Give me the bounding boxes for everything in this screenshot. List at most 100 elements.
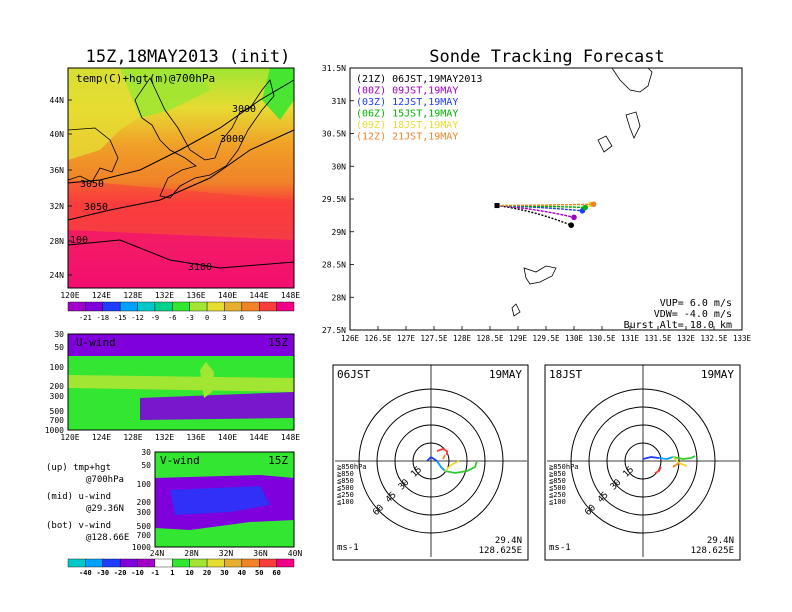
track-legend-entry: (12Z) 21JST,19MAY xyxy=(356,132,458,143)
hodo-trace xyxy=(444,460,460,472)
colorbar-segment xyxy=(224,558,243,568)
v-wind-lat-ticks: 24N 28N 32N 36N 40N xyxy=(150,549,303,558)
launch-point xyxy=(494,203,500,209)
track-lon-tick-label: 132.5E xyxy=(700,334,728,343)
track-panel: 31.5N 31N 30.5N 30N 29.5N 29N 28.5N 28N 27.5N 12… xyxy=(322,64,752,343)
lat-tick-label: 40N xyxy=(288,549,303,558)
colorbar-tick: -12 xyxy=(131,314,144,322)
track-lon-tick-label: 130E xyxy=(565,334,584,343)
lon-tick-label: 128E xyxy=(123,433,142,442)
colorbar-segment xyxy=(172,301,190,312)
colorbar-tick: 1 xyxy=(170,569,174,577)
note-mid-line1: (mid) u-wind xyxy=(46,492,111,502)
colorbar-tick: -30 xyxy=(96,569,109,577)
lon-tick-label: 148E xyxy=(281,433,300,442)
track-lon-tick-label: 126E xyxy=(341,334,360,343)
hodo-trace xyxy=(672,462,680,468)
colorbar-tick: -10 xyxy=(131,569,144,577)
track-endpoint xyxy=(590,201,597,208)
colorbar-tick: -40 xyxy=(79,569,92,577)
island-yakushima xyxy=(597,135,613,153)
track-legend-entry: (00Z) 09JST,19MAY xyxy=(356,86,458,97)
hodo-left-lon: 128.625E xyxy=(479,546,522,556)
contour-3100 xyxy=(67,239,295,269)
lat-tick-label: 28N xyxy=(50,237,65,246)
right-title: Sonde Tracking Forecast xyxy=(429,47,664,67)
colorbar-segment xyxy=(67,301,86,312)
track-lon-tick-label: 127.5E xyxy=(420,334,448,343)
track-legend-entry: (06Z) 15JST,19MAY xyxy=(356,109,458,120)
track-lat-tick-label: 28.5N xyxy=(322,261,346,270)
hodo-left-lat: 29.4N xyxy=(495,536,522,546)
u-wind-time: 15Z xyxy=(268,336,288,349)
temp-cold-region xyxy=(120,68,210,118)
p-tick-label: 30 xyxy=(54,330,64,339)
colorbar-segment xyxy=(241,301,260,312)
left-title: 15Z,18MAY2013 (init) xyxy=(86,47,291,67)
lon-tick-label: 140E xyxy=(218,433,237,442)
hodo-level-label: ≦250 xyxy=(337,491,354,499)
colorbar-segment xyxy=(189,301,208,312)
hodo-level-label: ≦100 xyxy=(337,498,354,506)
colorbar-segment xyxy=(259,301,277,312)
param-vdw: VDW= -4.0 m/s xyxy=(654,309,732,320)
lat-tick-label: 44N xyxy=(50,96,65,105)
note-mid-line2: @29.36N xyxy=(86,504,124,514)
track-lat-tick-label: 27.5N xyxy=(322,326,346,335)
track-line xyxy=(496,204,575,219)
p-tick-label: 1000 xyxy=(45,426,64,435)
p-tick-label: 30 xyxy=(141,448,151,457)
hodo-level-label: ≦100 xyxy=(549,498,566,506)
v-wind-colorbar: -40 -30 -20 -10 -1 1 10 20 30 40 50 60 xyxy=(67,558,295,577)
island-tanegashima xyxy=(625,111,641,139)
p-tick-label: 100 xyxy=(50,363,65,372)
colorbar-segment xyxy=(206,558,225,568)
track-endpoint xyxy=(582,204,588,211)
track-lon-tick-label: 132E xyxy=(677,334,696,343)
track-endpoint xyxy=(568,222,574,228)
hodo-level-label: ≦850 xyxy=(337,477,354,485)
track-frame xyxy=(349,67,743,331)
colorbar-tick: 9 xyxy=(257,314,261,322)
track-lon-tick-label: 129.5E xyxy=(532,334,560,343)
p-tick-label: 50 xyxy=(141,461,151,470)
hodo-trace xyxy=(672,455,696,460)
panel-notes: (up) tmp+hgt @700hPa (mid) u-wind @29.36… xyxy=(46,463,129,543)
colorbar-segment xyxy=(206,301,225,312)
hodo-trace xyxy=(642,456,660,460)
colorbar-tick: 0 xyxy=(205,314,209,322)
track-lon-tick-label: 133E xyxy=(733,334,752,343)
hodograph-left: 06JST 19MAY ms-1 29.4N 128.625E 15304560… xyxy=(332,364,529,561)
temp-lon-ticks: 120E 124E 128E 132E 136E 140E 144E 148E xyxy=(60,291,300,300)
hodo-level-label: ≦850 xyxy=(549,477,566,485)
colorbar-segment xyxy=(276,558,295,568)
track-line xyxy=(496,203,594,207)
lat-tick-label: 36N xyxy=(50,166,65,175)
contour-label: 3050 xyxy=(80,179,104,190)
p-tick-label: 200 xyxy=(50,382,65,391)
u-wind-plume xyxy=(200,362,214,398)
track-lon-tick-label: 126.5E xyxy=(364,334,392,343)
colorbar-segment xyxy=(85,558,103,568)
colorbar-segment xyxy=(137,301,156,312)
coastline-korea xyxy=(67,127,119,183)
hodo-level-label: ≦500 xyxy=(549,484,566,492)
hodo-level-label: ≧850 xyxy=(549,470,566,478)
param-burst: Burst Alt= 18.0 km xyxy=(624,320,732,331)
colorbar-segment xyxy=(189,558,208,568)
lat-tick-label: 28N xyxy=(184,549,199,558)
hodo-level-label: ≧850hPa xyxy=(337,463,367,471)
hodo-level-label: ≦500 xyxy=(337,484,354,492)
hodo-trace xyxy=(658,456,674,460)
temp-lat-ticks: 44N 40N 36N 32N 28N 24N xyxy=(50,96,72,280)
lon-tick-label: 140E xyxy=(218,291,237,300)
note-up-line1: (up) tmp+hgt xyxy=(46,463,111,473)
p-tick-label: 500 xyxy=(50,407,65,416)
track-lon-tick-label: 127E xyxy=(397,334,416,343)
contour-label: 100 xyxy=(70,235,88,246)
colorbar-tick: 60 xyxy=(272,569,280,577)
track-legend-entry: (21Z) 06JST,19MAY2013 xyxy=(356,74,482,85)
track-endpoint xyxy=(571,214,577,221)
colorbar-segment xyxy=(259,558,277,568)
